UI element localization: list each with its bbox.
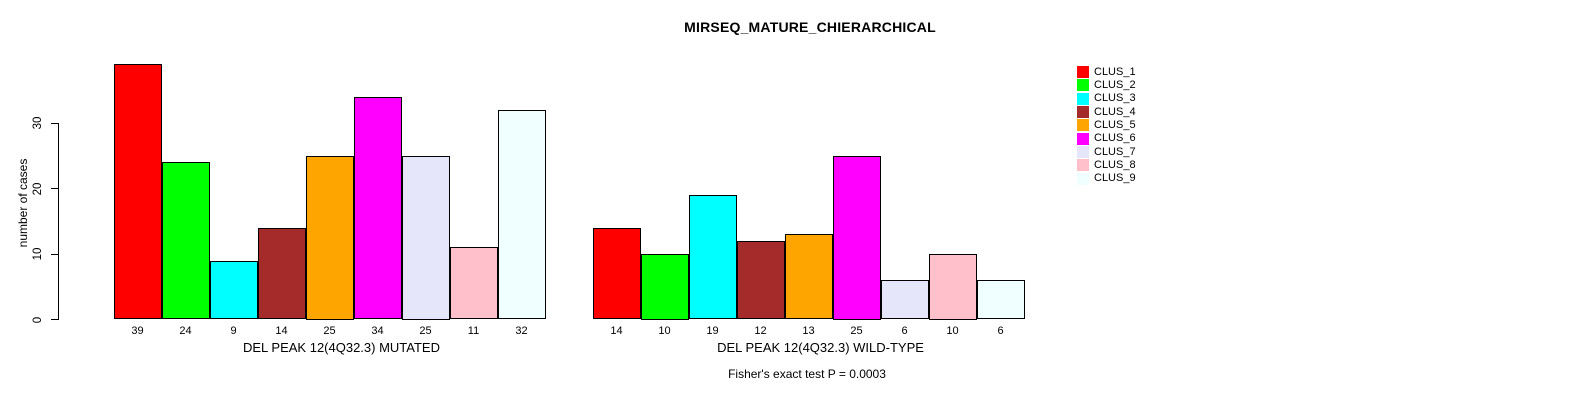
bar-clus-2 <box>161 162 210 320</box>
bar-clus-7 <box>401 155 450 320</box>
bar-clus-1 <box>592 227 641 320</box>
y-tick-label: 20 <box>32 182 44 195</box>
bar-value-label: 10 <box>946 324 959 337</box>
bar-value-label: 12 <box>754 324 767 337</box>
bar-clus-6 <box>832 155 881 320</box>
legend-swatch-clus-4 <box>1077 106 1089 119</box>
legend-swatch-clus-1 <box>1077 66 1089 78</box>
bar-clus-5 <box>784 234 833 320</box>
fisher-test-annotation: Fisher's exact test P = 0.0003 <box>728 367 886 381</box>
bar-clus-2 <box>640 254 689 320</box>
bar-value-label: 32 <box>515 324 528 337</box>
x-axis-label: DEL PEAK 12(4Q32.3) MUTATED <box>243 340 440 355</box>
bar-clus-3 <box>688 195 737 320</box>
bar-value-label: 25 <box>323 324 336 337</box>
legend-swatch-clus-3 <box>1077 92 1089 105</box>
y-tick-label: 30 <box>32 116 44 130</box>
bar-value-label: 14 <box>610 324 623 337</box>
bar-clus-5 <box>305 155 354 320</box>
legend-label: CLUS_2 <box>1094 78 1136 91</box>
bar-value-label: 6 <box>997 324 1004 337</box>
y-tick-label: 0 <box>32 316 44 323</box>
legend-label: CLUS_9 <box>1094 172 1136 185</box>
bar-clus-6 <box>353 96 402 320</box>
chart-title: MIRSEQ_MATURE_CHIERARCHICAL <box>684 19 936 35</box>
legend-label: CLUS_6 <box>1094 132 1136 145</box>
y-axis-tick <box>50 188 58 189</box>
legend-label: CLUS_3 <box>1094 92 1136 105</box>
bar-clus-7 <box>880 280 929 320</box>
y-axis-tick <box>50 253 58 255</box>
legend-label: CLUS_4 <box>1094 105 1136 118</box>
legend-swatch-clus-6 <box>1077 132 1089 145</box>
y-axis-title: number of cases <box>16 158 30 248</box>
bar-value-label: 6 <box>901 324 908 337</box>
y-tick-label: 10 <box>32 247 44 261</box>
bar-value-label: 13 <box>802 324 815 337</box>
bar-clus-1 <box>113 64 162 320</box>
bar-value-label: 24 <box>179 324 192 337</box>
bar-clus-9 <box>976 280 1025 320</box>
bar-value-label: 11 <box>467 324 480 337</box>
bar-value-label: 39 <box>131 324 144 337</box>
bar-value-label: 10 <box>658 324 671 337</box>
bar-value-label: 9 <box>230 324 237 337</box>
bar-value-label: 34 <box>371 324 384 337</box>
bar-value-label: 25 <box>850 324 863 337</box>
bar-value-label: 25 <box>419 324 432 337</box>
bar-clus-8 <box>928 254 977 320</box>
bar-clus-3 <box>209 260 258 320</box>
legend-label: CLUS_7 <box>1094 145 1136 158</box>
y-axis-tick <box>50 319 58 320</box>
bar-value-label: 14 <box>275 324 288 337</box>
bar-clus-4 <box>257 227 306 320</box>
bar-clus-9 <box>497 109 546 320</box>
legend-label: CLUS_8 <box>1094 158 1136 171</box>
bar-clus-8 <box>449 247 498 320</box>
legend-swatch-clus-7 <box>1077 146 1089 159</box>
x-axis-label: DEL PEAK 12(4Q32.3) WILD-TYPE <box>717 340 924 355</box>
legend-swatch-clus-8 <box>1077 159 1089 172</box>
bar-value-label: 19 <box>706 324 719 337</box>
y-axis-line <box>57 123 59 320</box>
legend-swatch-clus-5 <box>1077 119 1089 132</box>
bar-clus-4 <box>736 240 785 320</box>
y-axis-tick <box>50 122 58 124</box>
legend-label: CLUS_1 <box>1094 65 1136 78</box>
legend-label: CLUS_5 <box>1094 118 1136 131</box>
legend-swatch-clus-2 <box>1077 79 1089 92</box>
legend-swatch-clus-9 <box>1077 172 1089 185</box>
